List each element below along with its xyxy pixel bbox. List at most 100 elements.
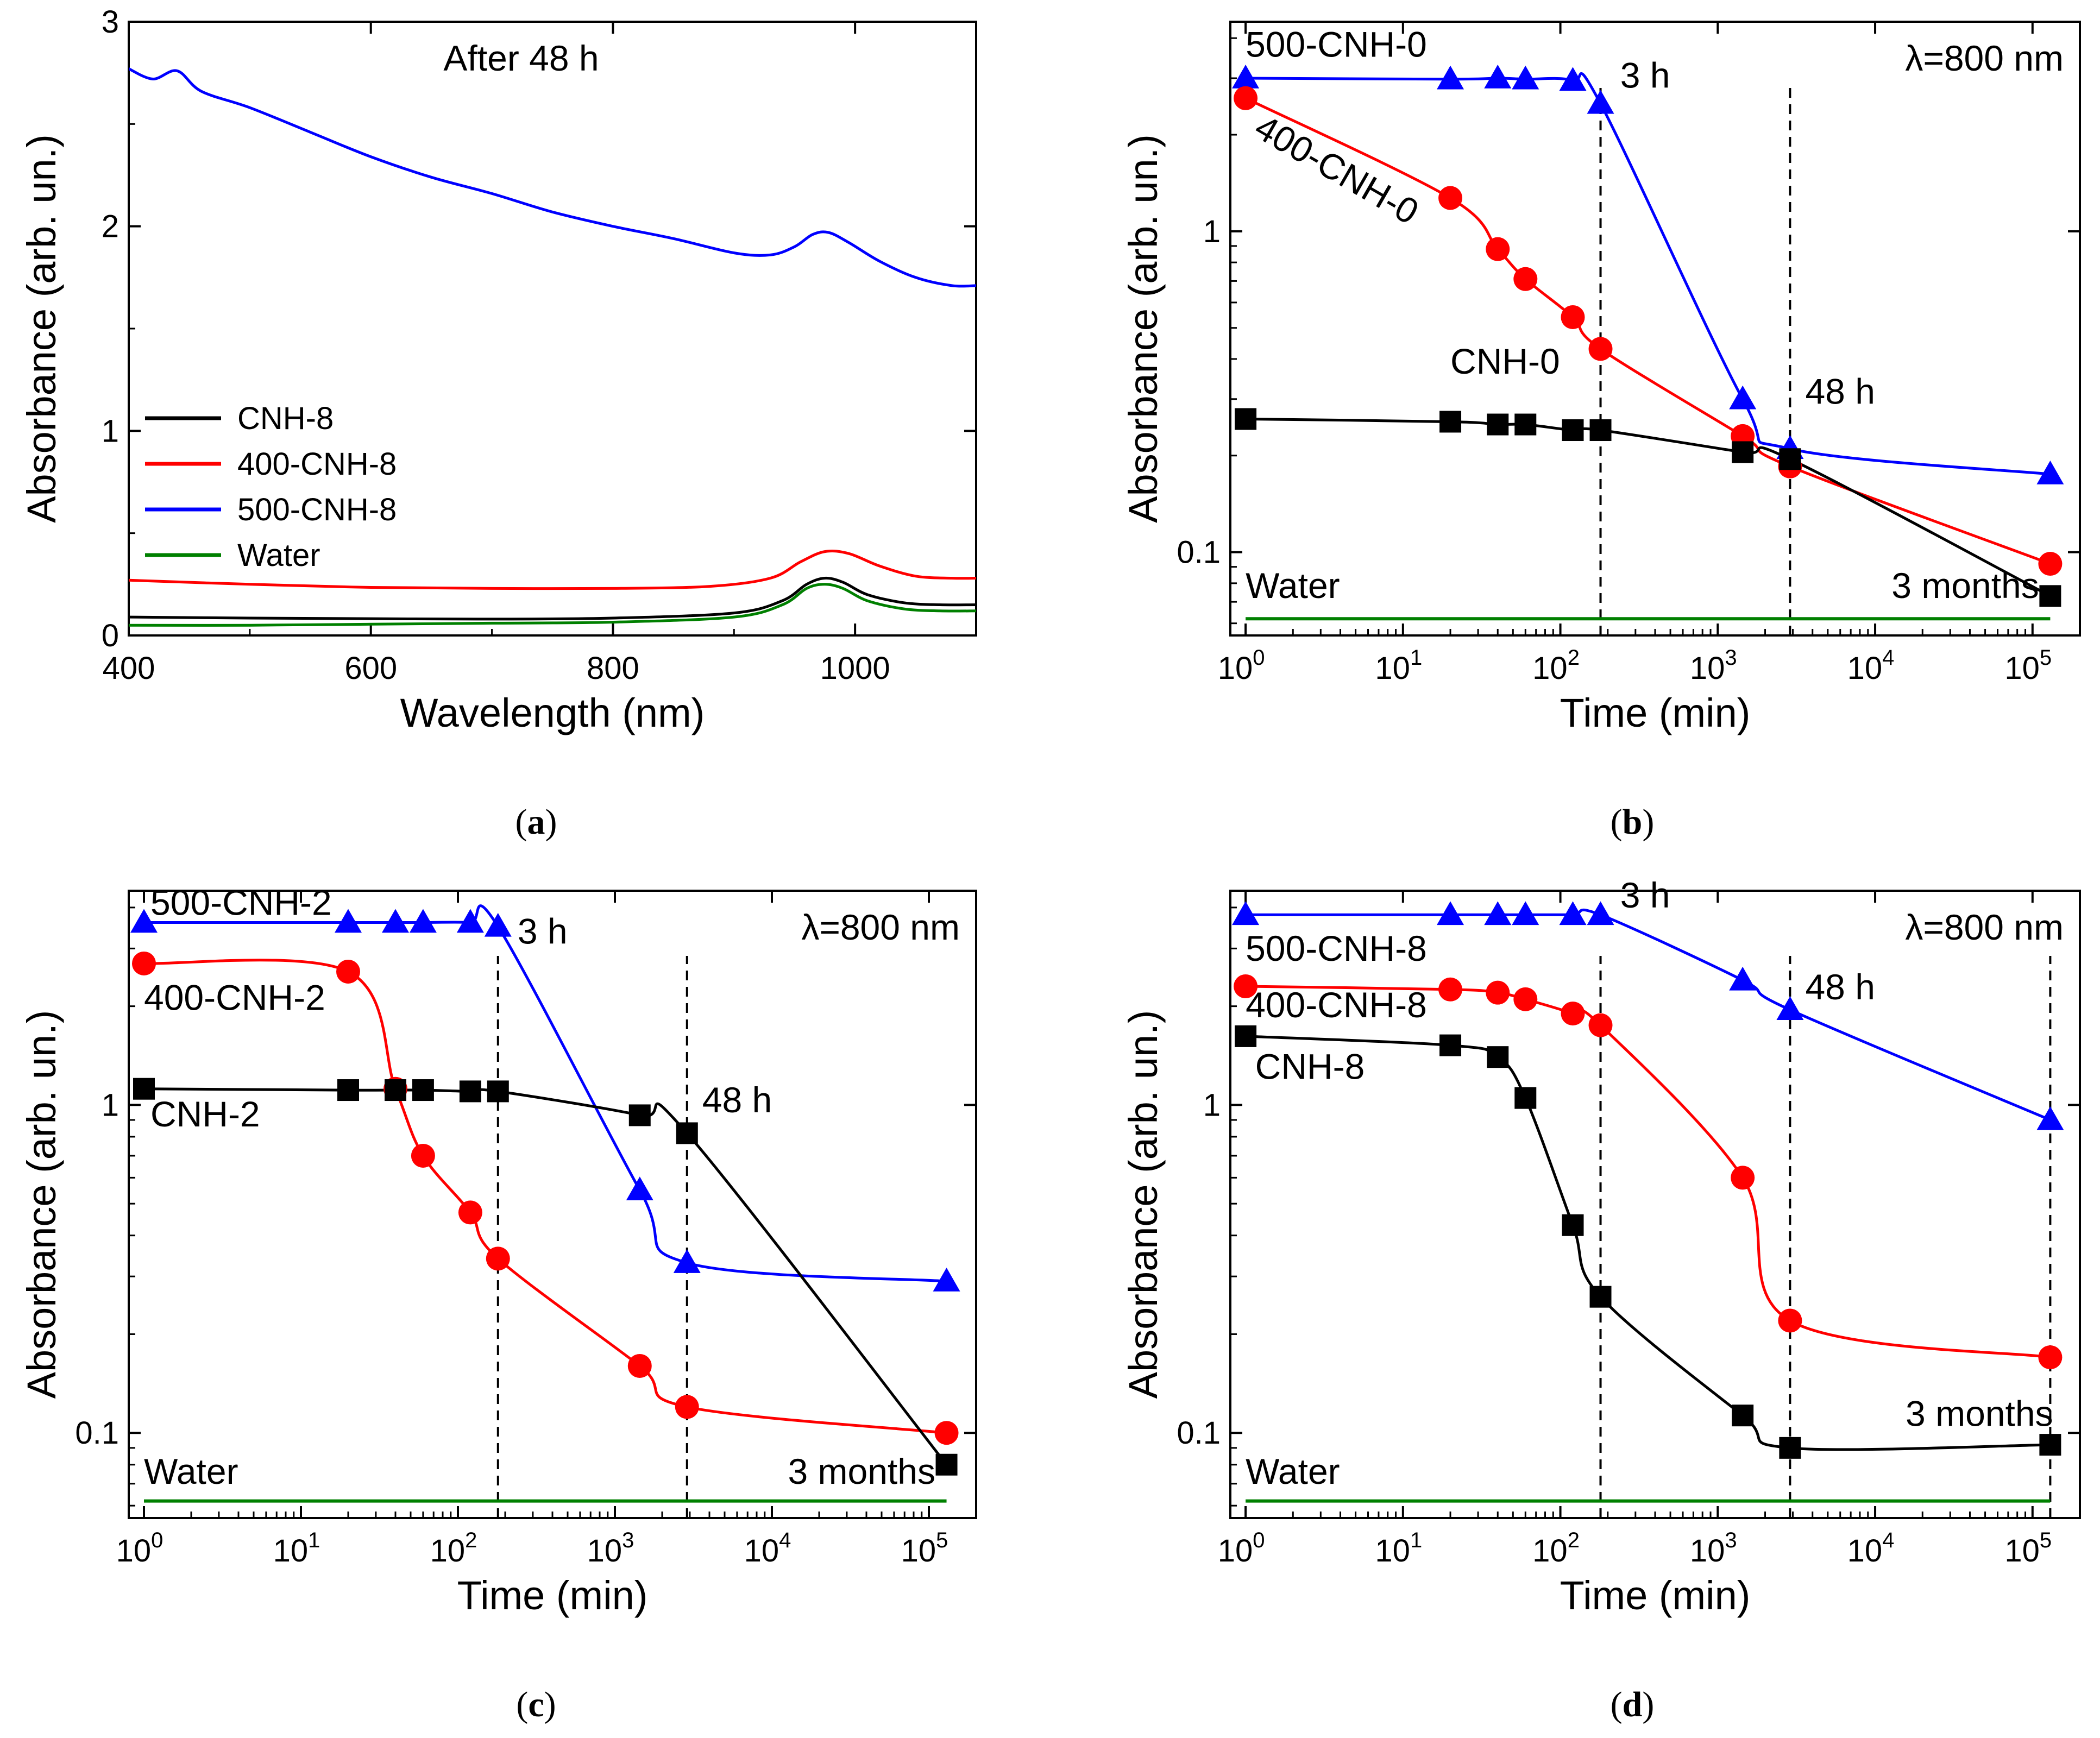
y-tick-label: 1 bbox=[102, 1087, 119, 1123]
data-point-500-CNH-8 bbox=[1729, 966, 1757, 991]
y-tick-label: 0.1 bbox=[1177, 535, 1221, 570]
y-axis-label: Absorbance (arb. un.) bbox=[19, 1010, 64, 1399]
x-tick-label: 100 bbox=[1218, 1528, 1265, 1569]
annotation-label: Water bbox=[1246, 1451, 1340, 1491]
data-point-500-CNH-8 bbox=[1232, 901, 1260, 925]
data-point-400-CNH-8 bbox=[1234, 974, 1258, 999]
data-point-500-CNH-0 bbox=[1587, 90, 1614, 114]
data-point-CNH-2 bbox=[412, 1079, 434, 1101]
panel-caption: (a) bbox=[515, 802, 557, 842]
data-point-500-CNH-2 bbox=[673, 1249, 701, 1273]
data-point-CNH-0 bbox=[1514, 413, 1537, 436]
data-point-400-CNH-2 bbox=[336, 959, 361, 984]
data-point-500-CNH-8 bbox=[2036, 1106, 2064, 1130]
panel-caption: (b) bbox=[1611, 802, 1655, 842]
x-tick-label: 104 bbox=[1847, 646, 1895, 686]
data-point-CNH-8 bbox=[1235, 1025, 1257, 1047]
x-axis-label: Time (min) bbox=[1560, 690, 1751, 735]
data-point-400-CNH-2 bbox=[486, 1246, 510, 1271]
annotation-label: 3 h bbox=[1620, 875, 1670, 915]
x-tick-label: 101 bbox=[273, 1528, 320, 1569]
data-point-400-CNH-2 bbox=[675, 1395, 699, 1419]
y-axis-label: Absorbance (arb. un.) bbox=[19, 134, 64, 523]
x-tick-label: 101 bbox=[1375, 1528, 1422, 1569]
x-tick-label: 600 bbox=[344, 651, 397, 686]
y-axis-label: Absorbance (arb. un.) bbox=[1121, 1010, 1166, 1399]
data-point-CNH-0 bbox=[1779, 448, 1801, 470]
x-tick-label: 104 bbox=[744, 1528, 791, 1569]
data-point-500-CNH-0 bbox=[2036, 461, 2064, 484]
data-point-400-CNH-8 bbox=[1486, 980, 1510, 1005]
data-point-400-CNH-0 bbox=[2038, 552, 2063, 576]
series-line-500-CNH-8 bbox=[129, 67, 976, 288]
x-tick-label: 102 bbox=[1532, 1528, 1580, 1569]
data-point-CNH-2 bbox=[133, 1078, 155, 1100]
annotation-label: CNH-2 bbox=[150, 1094, 260, 1134]
legend-label: 400-CNH-8 bbox=[237, 446, 397, 482]
chart-title: After 48 h bbox=[443, 38, 599, 78]
chart-panel-a: 400 600 800 1000 0 1 2 3 Wavelength (nm) Absorban… bbox=[19, 4, 977, 842]
data-point-400-CNH-8 bbox=[2038, 1345, 2063, 1370]
series-line-CNH-8 bbox=[129, 576, 976, 621]
data-point-500-CNH-0 bbox=[1559, 67, 1587, 91]
data-point-500-CNH-8 bbox=[1776, 996, 1804, 1021]
data-point-500-CNH-0 bbox=[1232, 65, 1260, 89]
data-point-CNH-2 bbox=[935, 1453, 958, 1476]
y-tick-label: 2 bbox=[102, 209, 119, 244]
annotation-label: 48 h bbox=[1805, 371, 1875, 411]
panel-caption: (c) bbox=[516, 1685, 556, 1724]
annotation-label: 3 months bbox=[1906, 1393, 2053, 1433]
data-point-400-CNH-0 bbox=[1588, 337, 1613, 361]
data-point-400-CNH-8 bbox=[1513, 987, 1538, 1011]
x-tick-label: 400 bbox=[103, 651, 155, 686]
y-tick-label: 3 bbox=[102, 4, 119, 40]
y-tick-label: 0 bbox=[102, 618, 119, 653]
x-axis-label: Time (min) bbox=[1560, 1573, 1751, 1618]
data-point-400-CNH-0 bbox=[1486, 237, 1510, 261]
y-tick-label: 1 bbox=[1203, 214, 1221, 249]
data-point-500-CNH-8 bbox=[1512, 901, 1539, 925]
data-point-400-CNH-2 bbox=[458, 1200, 482, 1225]
data-point-CNH-0 bbox=[1562, 419, 1584, 442]
annotation-label: 3 h bbox=[518, 911, 568, 952]
data-point-CNH-2 bbox=[487, 1080, 509, 1103]
annotation-label: CNH-0 bbox=[1450, 341, 1560, 381]
data-point-400-CNH-8 bbox=[1438, 977, 1463, 1002]
data-point-CNH-2 bbox=[676, 1122, 698, 1144]
data-point-CNH-2 bbox=[337, 1079, 360, 1101]
x-tick-label: 105 bbox=[2004, 646, 2052, 686]
annotation-label: 500-CNH-0 bbox=[1246, 24, 1427, 64]
data-point-500-CNH-2 bbox=[456, 909, 484, 933]
series-line-Water bbox=[129, 583, 976, 627]
annotation-label: 3 months bbox=[788, 1451, 935, 1491]
series-line-400-CNH-8 bbox=[129, 550, 976, 590]
data-point-400-CNH-8 bbox=[1778, 1308, 1802, 1333]
x-tick-label: 103 bbox=[1690, 646, 1737, 686]
annotation-label: 3 months bbox=[1891, 565, 2039, 606]
annotation-label: 400-CNH-8 bbox=[1246, 985, 1427, 1025]
data-point-CNH-0 bbox=[1235, 408, 1257, 430]
x-tick-label: 105 bbox=[901, 1528, 948, 1569]
x-tick-label: 1000 bbox=[820, 651, 890, 686]
data-point-500-CNH-2 bbox=[130, 909, 158, 933]
chart-panel-c: 100 101 102 103 104 105 0.1 1 Time (min) Absorban… bbox=[19, 882, 977, 1724]
data-point-500-CNH-0 bbox=[1484, 65, 1512, 89]
data-point-500-CNH-2 bbox=[626, 1176, 653, 1200]
x-axis-label: Time (min) bbox=[457, 1573, 648, 1618]
data-point-CNH-0 bbox=[1487, 413, 1509, 436]
x-tick-label: 104 bbox=[1847, 1528, 1895, 1569]
data-point-CNH-2 bbox=[459, 1080, 481, 1103]
data-point-500-CNH-2 bbox=[409, 909, 437, 933]
x-tick-label: 800 bbox=[587, 651, 639, 686]
data-point-400-CNH-0 bbox=[1561, 305, 1585, 329]
x-tick-label: 105 bbox=[2004, 1528, 2052, 1569]
y-tick-label: 0.1 bbox=[1177, 1415, 1221, 1451]
y-tick-label: 1 bbox=[1203, 1087, 1221, 1123]
data-point-CNH-8 bbox=[1562, 1214, 1584, 1236]
data-point-CNH-0 bbox=[1439, 411, 1462, 433]
data-point-400-CNH-8 bbox=[1588, 1013, 1613, 1037]
annotation-label: 500-CNH-2 bbox=[150, 882, 332, 922]
data-point-400-CNH-2 bbox=[132, 951, 156, 975]
annotation-label: 48 h bbox=[702, 1080, 772, 1120]
